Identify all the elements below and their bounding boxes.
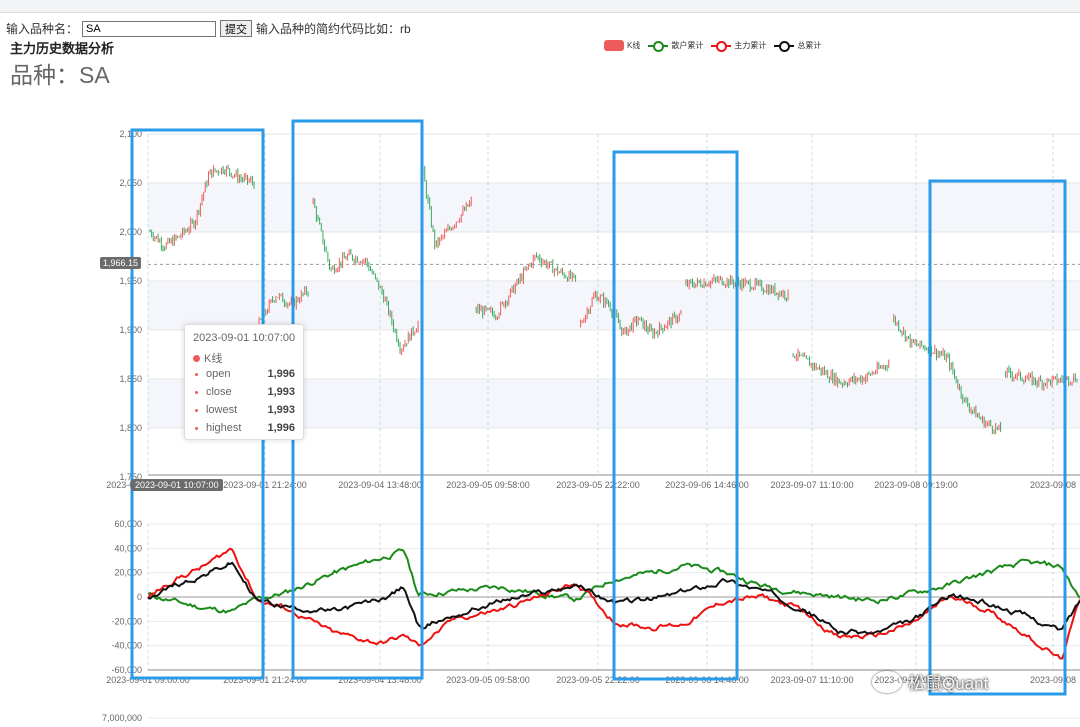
x-tick-label: 2023-09-01 21:24:00 — [223, 480, 307, 490]
legend-main-swatch — [711, 40, 732, 52]
kline-segment — [312, 197, 419, 356]
x-tick-label: 2023-09-06 14:46:00 — [665, 480, 749, 490]
y-tick-label: 40,000 — [114, 543, 142, 553]
legend-kline-swatch — [604, 40, 624, 51]
variety-label: 输入品种名： — [6, 22, 79, 36]
submit-button[interactable]: 提交 — [220, 20, 253, 37]
legend-total-label: 总累计 — [797, 41, 822, 50]
legend-total-swatch — [774, 40, 795, 52]
tooltip-row-open: open 1,996 — [195, 368, 295, 380]
tooltip-row-lowest: lowest 1,993 — [195, 404, 295, 416]
x-tick-label: 2023-09-04 13:48:00 — [338, 480, 422, 490]
y-tick-label: 7,000,000 — [102, 713, 142, 723]
tooltip-open-name: open — [205, 368, 231, 380]
x-tick-label: 2023-09-05 09:58:00 — [446, 675, 530, 685]
legend-retail-swatch — [648, 40, 669, 52]
axis-pointer-y-label: 1,966.15 — [100, 257, 142, 269]
y-tick-label: 60,000 — [114, 519, 142, 529]
tooltip-lowest-name: lowest — [205, 404, 238, 416]
x-tick-label: 2023-09-08 — [1030, 480, 1076, 490]
y-tick-label: -40,000 — [111, 641, 142, 651]
variety-input[interactable] — [82, 20, 217, 37]
x-tick-label: 2023-09-05 22:22:00 — [556, 675, 640, 685]
tooltip-row-close: close 1,993 — [195, 386, 295, 398]
legend-item-total[interactable]: 总累计 — [774, 40, 822, 52]
tooltip-highest-name: highest — [205, 422, 242, 434]
variety-form: 输入品种名： 提交 输入品种的简约代码比如：rb — [6, 20, 411, 37]
x-tick-label: 2023-09-07 11:10:00 — [771, 675, 854, 685]
tooltip-highest-value: 1,996 — [267, 422, 295, 434]
x-tick-label: 2023-09-07 11:10:00 — [771, 480, 854, 490]
tooltip-series: K线 — [193, 350, 222, 366]
kline-tooltip: 2023-09-01 10:07:00 K线 open 1,996 close 1,… — [184, 324, 304, 440]
chart-legend: K线 散户累计 主力累计 总累计 — [604, 40, 822, 52]
tooltip-open-value: 1,996 — [267, 368, 295, 380]
kline-segment — [149, 164, 255, 252]
legend-item-kline[interactable]: K线 — [604, 40, 640, 51]
x-tick-label: 2023-09-05 09:58:00 — [446, 480, 530, 490]
x-tick-label: 2023-09-01 21:24:00 — [223, 675, 307, 685]
page-subtitle: 品种：SA — [10, 62, 110, 88]
y-tick-label: -60,000 — [111, 665, 142, 675]
y-tick-label: 0 — [137, 592, 142, 602]
x-tick-label: 2023-09-08 — [1030, 675, 1076, 685]
tooltip-row-highest: highest 1,996 — [195, 422, 295, 434]
kline-segment — [475, 252, 577, 321]
tooltip-time: 2023-09-01 10:07:00 — [193, 332, 296, 344]
y-tick-label: 20,000 — [114, 568, 142, 578]
legend-kline-label: K线 — [627, 41, 641, 50]
kline-segment — [422, 165, 472, 250]
watermark-text: 松鼠Quant — [908, 674, 989, 693]
highlight-box — [612, 150, 739, 681]
highlight-box — [928, 179, 1067, 696]
kline-segment — [1005, 365, 1078, 391]
legend-retail-label: 散户累计 — [671, 41, 704, 50]
tooltip-lowest-value: 1,993 — [267, 404, 295, 416]
axis-pointer-x-label: 2023-09-01 10:07:00 — [131, 479, 223, 491]
page-title: 主力历史数据分析 — [10, 41, 115, 56]
tooltip-series-dot — [193, 354, 200, 362]
watermark: 松鼠Quant — [872, 669, 988, 694]
x-tick-label: 2023-09-01 09:00:00 — [106, 675, 190, 685]
legend-main-label: 主力累计 — [734, 41, 767, 50]
x-tick-label: 2023-09-08 09:19:00 — [874, 480, 958, 490]
variety-hint: 输入品种的简约代码比如：rb — [256, 22, 411, 36]
tooltip-series-name: K线 — [204, 353, 223, 365]
x-tick-label: 2023-09-04 13:48:00 — [338, 675, 422, 685]
legend-item-main[interactable]: 主力累计 — [711, 40, 767, 52]
x-tick-label: 2023-09-05 22:22:00 — [556, 480, 640, 490]
kline-segment — [792, 348, 890, 388]
legend-item-retail[interactable]: 散户累计 — [648, 40, 704, 52]
browser-bar — [0, 0, 1080, 13]
wechat-icon — [872, 670, 902, 693]
tooltip-close-name: close — [205, 386, 232, 398]
y-tick-label: -20,000 — [111, 616, 142, 626]
kline-segment — [893, 314, 1002, 435]
x-tick-label: 2023-09-08 09:19:00 — [874, 675, 958, 685]
tooltip-close-value: 1,993 — [267, 386, 295, 398]
